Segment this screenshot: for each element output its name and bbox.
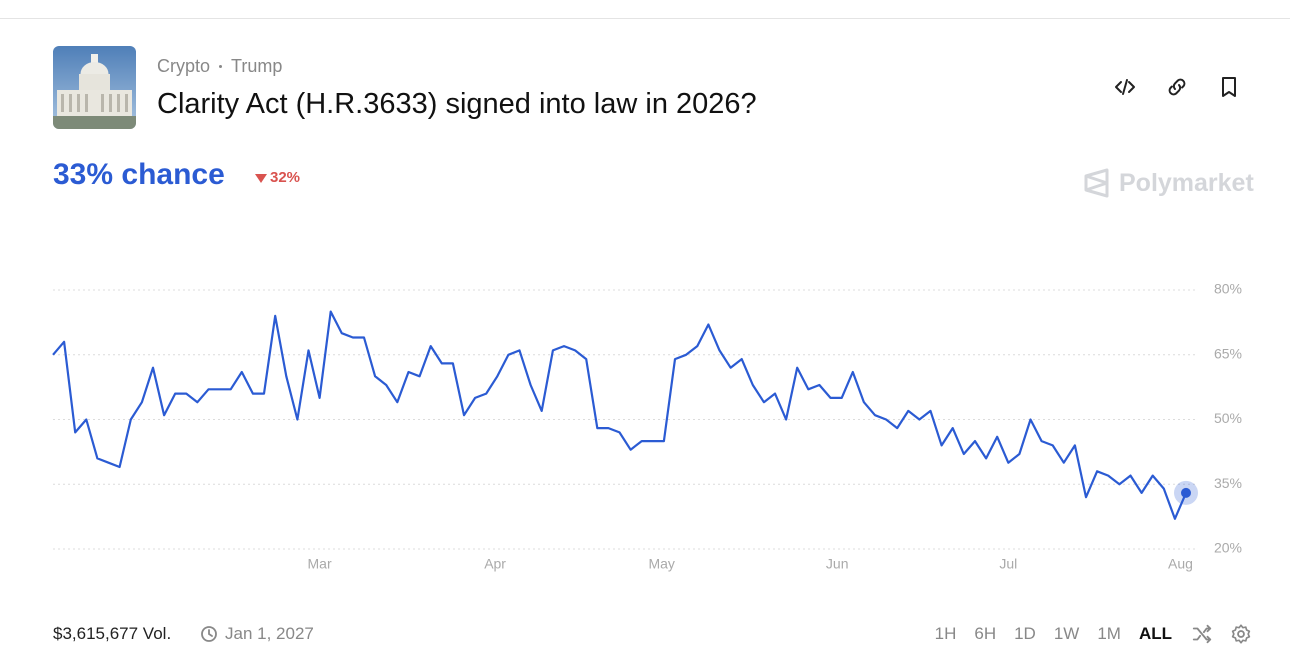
separator (219, 65, 223, 68)
volume: $3,615,677 Vol. (53, 624, 172, 643)
x-tick-label: Mar (308, 556, 332, 572)
shuffle-button[interactable] (1191, 623, 1213, 645)
category-link[interactable]: Trump (231, 56, 283, 76)
range-button[interactable]: 1H (934, 624, 957, 643)
change-value: 32% (270, 169, 301, 186)
market-image (53, 46, 136, 129)
y-tick-label: 65% (1214, 345, 1242, 361)
chart: 20% 35% 50% 65% 80% Mar Apr May Jun Jul Aug (52, 281, 1242, 572)
divider (0, 18, 1290, 19)
end-date: Jan 1, 2027 (200, 624, 314, 644)
bookmark-button[interactable] (1217, 75, 1241, 99)
range-selector: 1H 6H 1D 1W 1M ALL (935, 624, 1172, 644)
brand-logo (1084, 168, 1109, 198)
down-arrow (255, 173, 267, 183)
y-tick-label: 35% (1214, 475, 1242, 491)
x-tick-label: Jul (999, 556, 1017, 572)
brand-name: Polymarket (1119, 168, 1254, 197)
probability: 33% chance (53, 158, 225, 191)
range-button[interactable]: 6H (974, 624, 997, 643)
capitol-image (53, 46, 136, 129)
x-tick-label: May (648, 556, 674, 572)
x-tick-label: Aug (1168, 556, 1193, 572)
settings-button[interactable] (1230, 623, 1252, 645)
category-link[interactable]: Crypto (157, 56, 211, 76)
embed-button[interactable] (1113, 75, 1137, 99)
y-tick-label: 80% (1214, 281, 1242, 297)
market-title: Clarity Act (H.R.3633) signed into law i… (157, 88, 757, 120)
end-date-text: Jan 1, 2027 (225, 624, 314, 643)
breadcrumb: Crypto Trump (157, 56, 282, 77)
x-tick-label: Apr (484, 556, 506, 572)
range-button[interactable]: ALL (1138, 624, 1172, 643)
range-button[interactable]: 1D (1014, 624, 1036, 643)
change: 32% (255, 169, 300, 186)
current-point (1181, 487, 1191, 498)
brand: Polymarket (1083, 168, 1254, 198)
range-button[interactable]: 1M (1097, 624, 1121, 643)
price-line (52, 310, 1188, 520)
copy-link-button[interactable] (1165, 75, 1189, 99)
y-tick-label: 50% (1214, 410, 1242, 426)
clock-icon (201, 626, 217, 642)
y-tick-label: 20% (1214, 540, 1242, 556)
x-tick-label: Jun (826, 556, 849, 572)
range-button[interactable]: 1W (1053, 624, 1080, 643)
